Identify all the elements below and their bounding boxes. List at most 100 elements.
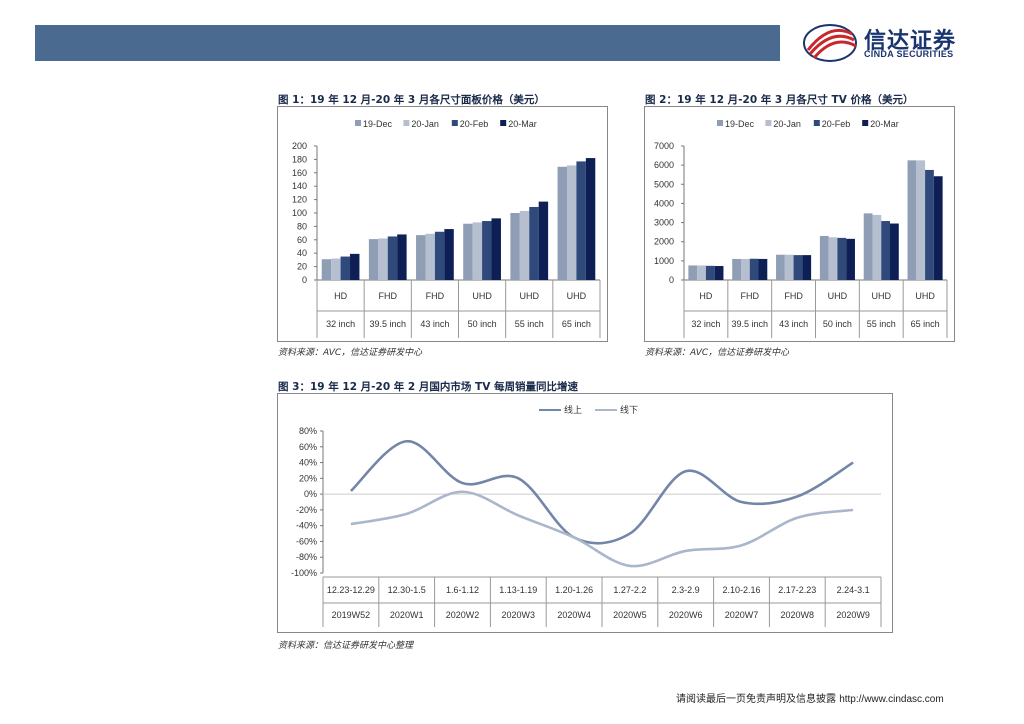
figure1-ytick-label: 80 [297,221,307,231]
figure3-x-sublabel: 2020W5 [613,610,647,620]
figure2-subcategory-label: 39.5 inch [731,319,768,329]
figure1-subcategory-label: 55 inch [515,319,544,329]
figure1-category-label: UHD [472,291,492,301]
header-banner [35,25,780,61]
figure3-legend-label: 线上 [564,404,582,415]
logo-chinese-name: 信达证券 [864,29,957,54]
figure1-bar [416,235,426,280]
figure1-legend-label: 20-Jan [411,119,439,129]
figure1-bar [444,229,454,280]
figure3-series-line [349,439,854,545]
figure2-bar [714,266,724,280]
figure1-ytick-label: 140 [292,181,307,191]
figure1-legend-swatch [355,120,361,126]
figure1-bar [557,166,567,280]
figure3-frame [277,393,893,633]
figure1-subcategory-label: 39.5 inch [369,319,406,329]
figure1-ytick-label: 100 [292,208,307,218]
figure2-legend-label: 20-Mar [870,119,899,129]
figure1-bar [510,213,520,280]
figure2-ytick-label: 1000 [654,256,674,266]
figure1-bar [387,236,398,280]
figure2-bar [784,254,794,280]
figure1-ytick-label: 20 [297,262,307,272]
figure3-x-sublabel: 2020W7 [725,610,759,620]
footer-disclaimer: 请阅读最后一页免责声明及信息披露 [676,694,836,705]
figure2-subcategory-label: 65 inch [911,319,940,329]
figure1-ytick-label: 120 [292,195,307,205]
figure1-bar [378,238,388,280]
figure1-ytick-label: 200 [292,141,307,151]
figure1-legend-swatch [500,120,507,126]
figure1-source: 资料来源：AVC，信达证券研发中心 [278,348,423,358]
figure2-category-label: HD [699,291,712,301]
figure2-bar [863,213,873,280]
figure2-legend-swatch [765,120,772,126]
figure1-subcategory-label: 32 inch [326,319,355,329]
figure3-ytick-label: -20% [296,505,317,515]
footer: 请阅读最后一页免责声明及信息披露 http://www.cindasc.com [676,690,944,705]
figure1-category-label: FHD [426,291,445,301]
figure3-ytick-label: 80% [299,426,317,436]
figure2-legend-label: 20-Jan [773,119,801,129]
logo-emblem-icon [803,24,857,62]
figure3-x-label: 1.6-1.12 [446,585,479,595]
figure1-bar [340,256,351,280]
figure2-bar [933,176,943,280]
figure2-bar [802,255,812,280]
figure1-bar [576,161,586,280]
figure2-chart: 19-Dec 20-Jan 20-Feb 20-Mar 0 1000 2000 3000 400… [644,106,955,342]
figure3-x-label: 2.17-2.23 [778,585,816,595]
figure2-subcategory-label: 43 inch [779,319,808,329]
figure2-category-label: UHD [872,291,892,301]
figure2-bar [688,265,698,280]
figure1-bar [397,234,407,280]
figure2-bar [740,258,750,280]
figure2-ytick-label: 5000 [654,179,674,189]
figure2-legend-swatch [717,120,723,126]
figure1-bar [472,222,483,280]
figure1-category-label: UHD [520,291,540,301]
figure3-x-sublabel: 2020W2 [446,610,480,620]
figure2-category-label: UHD [828,291,848,301]
figure3-x-sublabel: 2020W8 [781,610,815,620]
figure2-ytick-label: 2000 [654,237,674,247]
figure1-chart: 19-Dec 20-Jan 20-Feb 20-Mar 0 20 40 60 80 100 120 1… [277,106,608,342]
figure1-category-label: HD [334,291,347,301]
figure2-bar [907,160,917,280]
figure2-bar [732,258,741,280]
figure3-ytick-label: 60% [299,442,317,452]
figure1-subcategory-label: 65 inch [562,319,591,329]
figure1-legend-label: 20-Mar [508,119,537,129]
figure2-bar [828,237,838,280]
figure3-x-label: 1.20-1.26 [555,585,593,595]
figure1-title: 图 1：19 年 12 月-20 年 3 月各尺寸面板价格（美元） [278,94,545,106]
figure2-ytick-label: 6000 [654,160,674,170]
figure2-legend-label: 20-Feb [822,119,851,129]
figure1-bar [368,239,379,280]
footer-url[interactable]: http://www.cindasc.com [839,694,944,705]
figure2-subcategory-label: 32 inch [691,319,720,329]
figure1-legend-swatch [403,120,410,126]
figure3-x-label: 2.10-2.16 [722,585,760,595]
figure2-bar [793,255,803,280]
figure2-bar [916,160,926,280]
figure3-ytick-label: 0% [304,489,317,499]
figure3-x-label: 2.24-3.1 [837,585,870,595]
figure1-bar [538,201,549,280]
figure3-x-sublabel: 2020W4 [557,610,591,620]
figure2-bar [890,223,899,280]
figure3-chart: 线上 线下 80% 60% 40% 20% 0% -20% -40% -60% -80% -100% 1… [277,393,893,633]
figure3-x-label: 12.23-12.29 [327,585,375,595]
figure2-category-label: FHD [741,291,760,301]
figure1-legend-label: 19-Dec [363,119,393,129]
figure3-ytick-label: -100% [291,568,317,578]
figure1-ytick-label: 60 [297,235,307,245]
figure3-ytick-label: -80% [296,552,317,562]
figure1-ytick-label: 160 [292,168,307,178]
figure2-legend-swatch [813,120,820,126]
figure2-legend-label: 19-Dec [725,119,755,129]
figure1-bar [566,165,577,280]
figure3-ytick-label: -60% [296,536,317,546]
figure2-ytick-label: 0 [669,275,674,285]
